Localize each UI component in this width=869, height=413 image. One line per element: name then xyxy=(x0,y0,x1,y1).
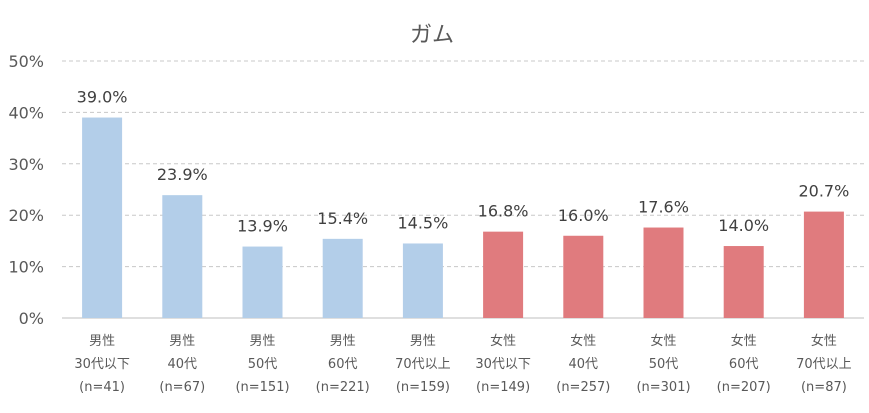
bar xyxy=(483,231,524,318)
x-tick-label: (n=301) xyxy=(636,380,690,395)
x-tick-label: (n=221) xyxy=(316,380,370,395)
bar xyxy=(643,227,684,318)
x-tick-label: 40代 xyxy=(168,357,198,372)
x-tick-label: (n=67) xyxy=(159,380,205,395)
x-tick-label: 70代以上 xyxy=(796,357,852,372)
x-tick-label: 60代 xyxy=(328,357,358,372)
data-label: 20.7% xyxy=(798,182,849,201)
data-label: 14.0% xyxy=(718,216,769,235)
bar xyxy=(723,246,764,318)
data-label: 13.9% xyxy=(237,217,288,236)
x-tick-label: (n=159) xyxy=(396,380,450,395)
x-tick-label: (n=149) xyxy=(476,380,530,395)
y-tick-label: 10% xyxy=(8,258,44,277)
x-tick-label: 女性 xyxy=(490,333,516,349)
data-label: 39.0% xyxy=(77,88,128,107)
x-tick-label: 50代 xyxy=(248,357,278,372)
x-tick-label: 30代以下 xyxy=(74,357,130,372)
data-label: 16.8% xyxy=(478,202,529,221)
x-tick-label: 男性 xyxy=(89,334,115,349)
x-tick-label: (n=87) xyxy=(801,380,847,395)
y-tick-label: 50% xyxy=(8,52,44,71)
x-tick-label: 男性 xyxy=(249,334,275,349)
x-tick-label: 男性 xyxy=(330,334,356,349)
x-tick-label: 女性 xyxy=(570,333,596,349)
bar xyxy=(803,211,844,318)
x-tick-label: 50代 xyxy=(649,357,679,372)
bar xyxy=(322,238,363,318)
x-tick-label: (n=151) xyxy=(235,380,289,395)
x-tick-label: 40代 xyxy=(569,357,599,372)
x-tick-label: 女性 xyxy=(650,333,676,349)
x-tick-label: 30代以下 xyxy=(475,357,531,372)
data-label: 17.6% xyxy=(638,198,689,217)
bar xyxy=(82,117,123,318)
bar xyxy=(563,235,604,318)
y-tick-label: 40% xyxy=(8,103,44,122)
x-tick-label: 男性 xyxy=(410,334,436,349)
x-tick-label: 70代以上 xyxy=(395,357,451,372)
y-tick-label: 20% xyxy=(8,206,44,225)
data-label: 15.4% xyxy=(317,209,368,228)
data-label: 14.5% xyxy=(397,213,448,232)
x-tick-label: (n=41) xyxy=(79,380,125,395)
data-label: 23.9% xyxy=(157,165,208,184)
x-tick-label: 女性 xyxy=(731,333,757,349)
x-tick-label: (n=207) xyxy=(717,380,771,395)
y-tick-label: 0% xyxy=(19,309,44,328)
bar xyxy=(402,243,443,318)
chart-title: ガム xyxy=(410,23,454,48)
data-label: 16.0% xyxy=(558,206,609,225)
bar xyxy=(162,195,203,318)
bar xyxy=(242,246,283,318)
x-tick-label: (n=257) xyxy=(556,380,610,395)
y-tick-label: 30% xyxy=(8,155,44,174)
x-tick-label: 女性 xyxy=(811,333,837,349)
x-tick-label: 60代 xyxy=(729,357,759,372)
x-tick-label: 男性 xyxy=(169,334,195,349)
